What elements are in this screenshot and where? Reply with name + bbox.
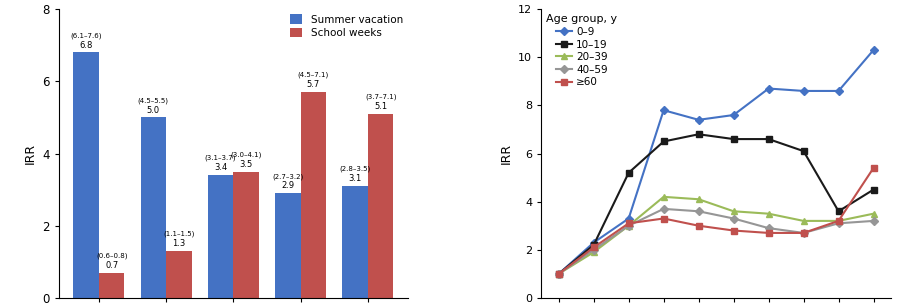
- Bar: [140, 117, 166, 298]
- 0–9: [833, 89, 844, 93]
- Text: 1.3: 1.3: [172, 239, 185, 248]
- Text: 0.7: 0.7: [105, 261, 118, 270]
- 20–39: [589, 250, 599, 254]
- Bar: [368, 114, 393, 298]
- ≥60: [554, 272, 564, 276]
- Text: (3.7–7.1): (3.7–7.1): [365, 94, 397, 100]
- 10–19: [798, 149, 809, 153]
- 20–39: [833, 219, 844, 223]
- Text: (2.8–3.5): (2.8–3.5): [339, 166, 371, 172]
- Text: 2.9: 2.9: [282, 181, 294, 190]
- ≥60: [589, 246, 599, 249]
- Bar: [342, 186, 368, 298]
- Bar: [208, 175, 233, 298]
- 20–39: [798, 219, 809, 223]
- 0–9: [589, 241, 599, 244]
- 40–59: [693, 209, 704, 213]
- 40–59: [624, 224, 634, 227]
- Bar: [99, 273, 124, 298]
- ≥60: [798, 231, 809, 235]
- 0–9: [728, 113, 739, 117]
- Bar: [73, 52, 99, 298]
- 20–39: [554, 272, 564, 276]
- Legend: 0–9, 10–19, 20–39, 40–59, ≥60: 0–9, 10–19, 20–39, 40–59, ≥60: [546, 14, 617, 87]
- ≥60: [624, 222, 634, 225]
- Text: 5.1: 5.1: [374, 102, 387, 111]
- 10–19: [658, 140, 669, 143]
- Text: (4.5–5.5): (4.5–5.5): [138, 97, 169, 104]
- 20–39: [763, 212, 774, 216]
- 10–19: [833, 209, 844, 213]
- Bar: [233, 171, 259, 298]
- 10–19: [624, 171, 634, 174]
- Text: (4.5–7.1): (4.5–7.1): [298, 72, 329, 78]
- 40–59: [798, 231, 809, 235]
- 20–39: [693, 197, 704, 201]
- Text: (6.1–7.6): (6.1–7.6): [70, 32, 102, 39]
- Y-axis label: IRR: IRR: [500, 143, 512, 164]
- ≥60: [658, 217, 669, 220]
- Text: (2.7–3.2): (2.7–3.2): [273, 173, 303, 179]
- 20–39: [658, 195, 669, 199]
- Legend: Summer vacation, School weeks: Summer vacation, School weeks: [290, 14, 403, 38]
- ≥60: [763, 231, 774, 235]
- Text: 3.4: 3.4: [214, 163, 227, 172]
- 40–59: [554, 272, 564, 276]
- Text: 3.5: 3.5: [239, 160, 253, 169]
- 10–19: [693, 133, 704, 136]
- ≥60: [868, 166, 879, 170]
- 40–59: [833, 222, 844, 225]
- Bar: [275, 193, 301, 298]
- 20–39: [624, 224, 634, 227]
- Line: 0–9: 0–9: [556, 47, 877, 277]
- 40–59: [658, 207, 669, 211]
- 20–39: [728, 209, 739, 213]
- 20–39: [868, 212, 879, 216]
- ≥60: [833, 219, 844, 223]
- Text: (1.1–1.5): (1.1–1.5): [163, 231, 194, 237]
- 0–9: [658, 109, 669, 112]
- 40–59: [763, 226, 774, 230]
- 40–59: [728, 217, 739, 220]
- 0–9: [554, 272, 564, 276]
- Bar: [166, 251, 192, 298]
- Text: 5.7: 5.7: [307, 80, 320, 89]
- 10–19: [589, 243, 599, 247]
- 40–59: [868, 219, 879, 223]
- 40–59: [589, 248, 599, 252]
- Line: ≥60: ≥60: [556, 165, 877, 277]
- 0–9: [693, 118, 704, 122]
- Text: 3.1: 3.1: [348, 174, 362, 183]
- Bar: [301, 92, 326, 298]
- 0–9: [798, 89, 809, 93]
- 10–19: [763, 137, 774, 141]
- Y-axis label: IRR: IRR: [23, 143, 36, 164]
- Text: 5.0: 5.0: [147, 105, 160, 115]
- Line: 40–59: 40–59: [556, 206, 877, 277]
- Line: 10–19: 10–19: [556, 132, 877, 277]
- 10–19: [868, 188, 879, 192]
- 0–9: [624, 217, 634, 220]
- ≥60: [728, 229, 739, 232]
- Text: 6.8: 6.8: [79, 40, 93, 50]
- Text: (0.6–0.8): (0.6–0.8): [96, 252, 128, 259]
- Line: 20–39: 20–39: [556, 194, 877, 277]
- 0–9: [868, 48, 879, 52]
- Text: (3.1–3.7): (3.1–3.7): [205, 155, 237, 161]
- 10–19: [728, 137, 739, 141]
- ≥60: [693, 224, 704, 227]
- Text: (3.0–4.1): (3.0–4.1): [230, 151, 262, 158]
- 0–9: [763, 87, 774, 90]
- 10–19: [554, 272, 564, 276]
